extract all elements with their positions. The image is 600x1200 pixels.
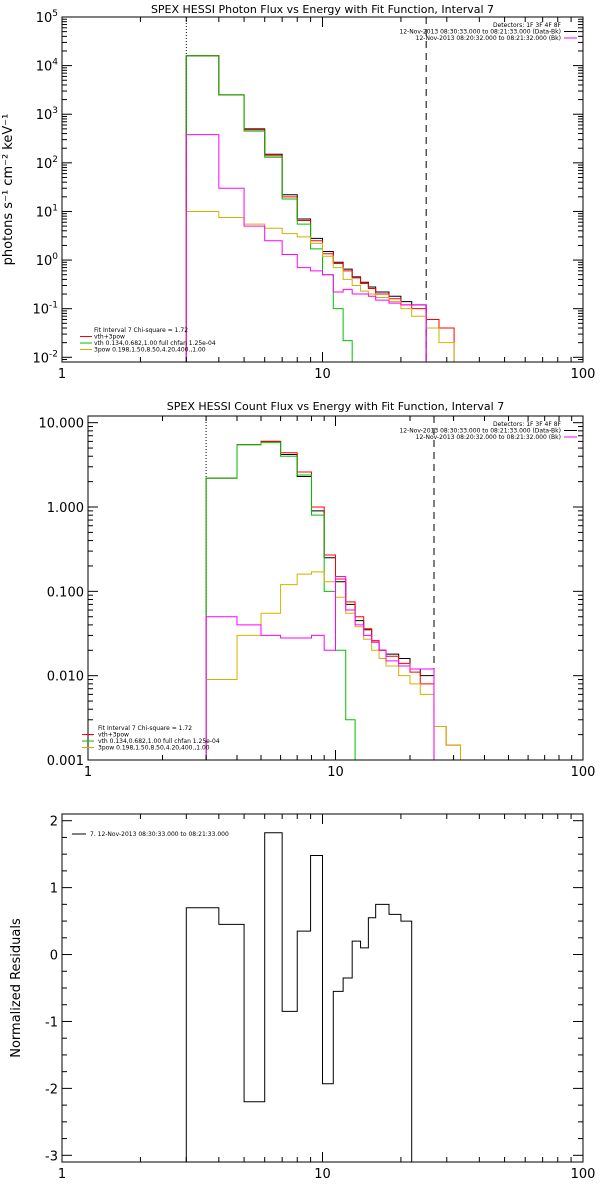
y-tick-label: 104: [36, 58, 59, 75]
y-tick-base: 10: [36, 254, 53, 269]
y-tick-label: 100: [36, 252, 59, 269]
legend-text: vth 0.134,0.682,1.00 full chfan 1.25e-04: [98, 738, 220, 745]
x-tick-label: 100: [571, 765, 596, 780]
series-line-3: [185, 55, 353, 362]
legend-text: Detectors: 1F 3F 4F 8F: [493, 22, 562, 29]
legend-text: 7. 12-Nov-2013 08:30:33.000 to 08:21:33.…: [90, 831, 229, 838]
series-line-2: [185, 55, 455, 362]
legend-text: Fit Interval 7 Chi-square = 1.72: [94, 327, 188, 334]
plot-frame: [61, 16, 584, 363]
series-line-5: [205, 575, 435, 760]
y-tick-label: 0.001: [47, 754, 84, 769]
y-tick-exponent: 3: [52, 106, 58, 116]
y-tick-base: 10: [36, 11, 53, 26]
x-tick-label: 1: [58, 367, 66, 382]
series-line-4: [205, 571, 471, 760]
y-tick-base: 10: [36, 60, 53, 75]
x-tick-label: 1: [58, 1167, 66, 1182]
legend-text: vth 0.134,0.682,1.00 full chfan 1.25e-04: [94, 340, 216, 347]
y-tick-label: 0: [50, 949, 58, 964]
series-group: [205, 440, 471, 760]
y-tick-base: 10: [36, 157, 53, 172]
chart-title: SPEX HESSI Count Flux vs Energy with Fit…: [167, 400, 504, 413]
x-tick-label: 1: [84, 765, 92, 780]
y-tick-label: 103: [36, 106, 58, 123]
y-tick-base: 10: [32, 303, 49, 318]
y-tick-exponent: 0: [52, 252, 58, 262]
y-tick-label: 0.010: [47, 670, 84, 685]
x-tick-label: 10: [327, 765, 344, 780]
series-line-1: [185, 832, 413, 1162]
legend-text: 12-Nov-2013 08:20:32.000 to 08:21:32.000…: [416, 35, 561, 42]
y-tick-exponent: 2: [52, 155, 58, 165]
y-tick-base: 10: [36, 205, 53, 220]
y-axis-label: photons s⁻¹ cm⁻² keV⁻¹: [1, 114, 16, 266]
legend-text: Detectors: 1F 3F 4F 8F: [493, 421, 562, 428]
y-tick-label: 10.000: [39, 417, 85, 432]
y-tick-exponent: 1: [52, 203, 58, 213]
y-tick-exponent: 4: [52, 58, 58, 68]
y-tick-label: 10-2: [32, 349, 58, 366]
series-group: [185, 55, 455, 362]
y-tick-label: -2: [45, 1082, 58, 1097]
chart-panel-1: SPEX HESSI Photon Flux vs Energy with Fi…: [1, 3, 596, 382]
y-tick-label: 2: [50, 815, 58, 830]
legend-text: Fit Interval 7 Chi-square = 1.72: [98, 725, 192, 732]
y-tick-base: 10: [32, 351, 49, 366]
x-tick-label: 100: [571, 1167, 596, 1182]
legend-text: 12-Nov-2013 08:30:33.000 to 08:21:33.000…: [399, 29, 561, 36]
legend-text: vth+3pow: [98, 732, 129, 739]
series-line-5: [185, 134, 427, 362]
series-line-4: [185, 210, 455, 362]
legend-text: 12-Nov-2013 08:20:32.000 to 08:21:32.000…: [416, 434, 561, 441]
y-tick-exponent: -1: [49, 301, 58, 311]
x-tick-label: 10: [314, 1167, 331, 1182]
y-tick-label: -3: [45, 1149, 58, 1164]
y-axis-label: Normalized Residuals: [9, 918, 24, 1058]
y-tick-label: -1: [45, 1015, 58, 1030]
legend-text: 12-Nov-2013 08:30:33.000 to 08:21:33.000…: [399, 428, 561, 435]
chart-panel-2: SPEX HESSI Count Flux vs Energy with Fit…: [39, 400, 596, 780]
series-group: [185, 832, 413, 1162]
y-tick-label: 1.000: [47, 501, 84, 516]
y-tick-exponent: 5: [52, 9, 58, 19]
legend-text: 3pow 0.198,1.50,8.50,4.20,400.,1.00: [98, 745, 210, 752]
y-tick-label: 105: [36, 9, 58, 26]
series-line-3: [205, 442, 356, 760]
series-line-1: [185, 55, 427, 362]
legend-text: vth+3pow: [94, 334, 125, 341]
series-line-1: [205, 440, 435, 760]
legend-text: 3pow 0.198,1.50,8.50,4.20,400.,1.00: [94, 347, 206, 354]
x-tick-label: 100: [571, 367, 596, 382]
y-tick-label: 10-1: [32, 301, 58, 318]
x-tick-label: 10: [314, 367, 331, 382]
y-tick-base: 10: [36, 108, 53, 123]
chart-title: SPEX HESSI Photon Flux vs Energy with Fi…: [151, 3, 494, 16]
y-tick-exponent: -2: [49, 349, 58, 359]
y-tick-label: 1: [50, 882, 58, 897]
y-tick-label: 101: [36, 203, 58, 220]
y-tick-label: 0.100: [47, 585, 84, 600]
series-line-2: [205, 440, 471, 760]
y-tick-label: 102: [36, 155, 58, 172]
